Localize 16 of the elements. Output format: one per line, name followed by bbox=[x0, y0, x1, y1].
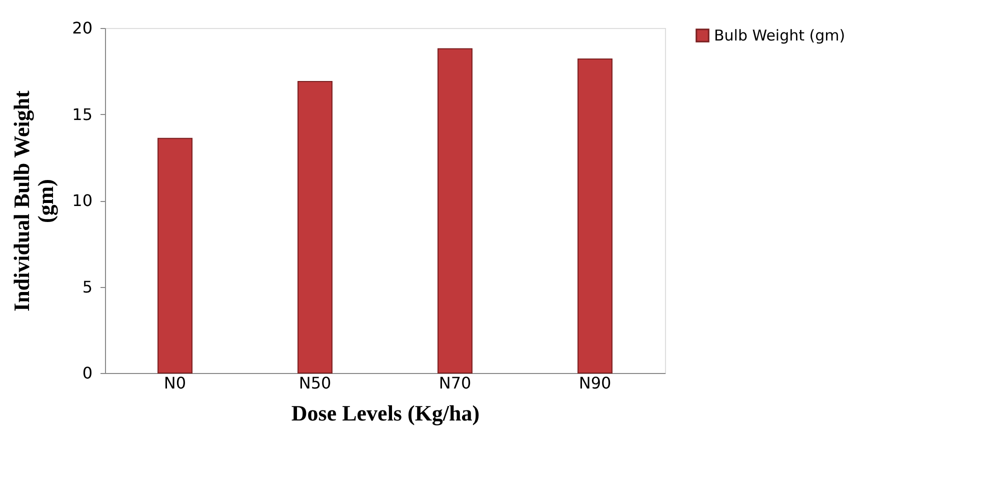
y-axis-title: Individual Bulb Weight (gm) bbox=[9, 90, 58, 312]
y-tick-label: 20 bbox=[72, 18, 92, 38]
y-tick-label: 10 bbox=[72, 191, 92, 210]
x-tick-label: N70 bbox=[438, 374, 472, 392]
bar bbox=[578, 58, 612, 374]
x-tick-label: N50 bbox=[298, 374, 332, 392]
y-tick-label: 5 bbox=[82, 277, 92, 296]
x-tick-label: N0 bbox=[164, 374, 186, 392]
y-tick-label: 0 bbox=[82, 364, 92, 382]
legend-label: Bulb Weight (gm) bbox=[714, 26, 846, 44]
bar bbox=[298, 80, 332, 374]
y-tick-label: 15 bbox=[72, 104, 92, 124]
x-tick-label: N90 bbox=[578, 374, 612, 392]
x-axis-title: Dose Levels (Kg/ha) bbox=[291, 400, 480, 426]
bar bbox=[438, 48, 472, 374]
bar bbox=[158, 138, 192, 374]
